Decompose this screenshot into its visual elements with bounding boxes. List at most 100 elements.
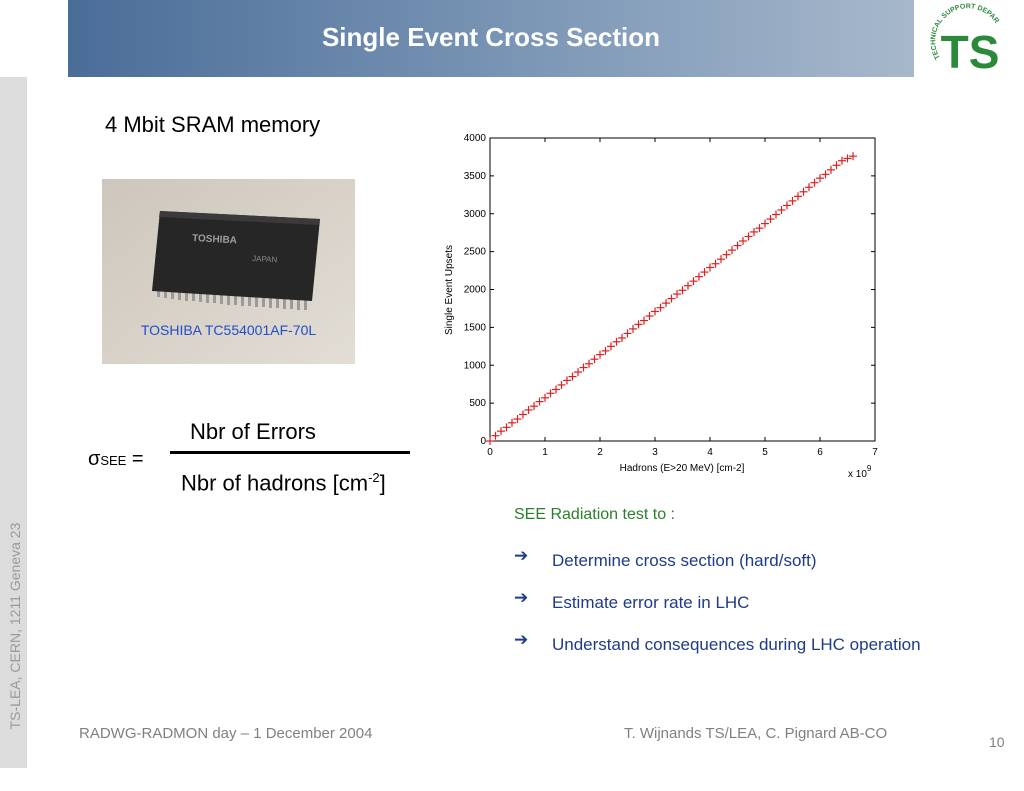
data-point: [711, 259, 720, 268]
data-point: [761, 219, 769, 228]
data-point: [783, 201, 791, 210]
data-point: [733, 241, 742, 250]
data-point: [513, 415, 522, 424]
x-multiplier-exponent: 9: [867, 464, 872, 473]
y-tick-label: 3500: [464, 171, 487, 182]
data-point: [651, 307, 659, 316]
data-point: [524, 405, 533, 414]
x-tick-label: 2: [597, 447, 603, 458]
data-point: [574, 368, 582, 377]
data-point: [684, 281, 692, 290]
x-tick-label: 3: [652, 447, 658, 458]
memory-heading: 4 Mbit SRAM memory: [105, 112, 321, 137]
data-point: [530, 402, 538, 411]
data-point: [634, 320, 643, 329]
y-tick-label: 3000: [464, 209, 487, 220]
data-point: [590, 355, 599, 364]
footer-authors: T. Wijnands TS/LEA, C. Pignard AB-CO: [624, 725, 888, 742]
data-point: [557, 380, 566, 389]
data-point: [508, 418, 516, 427]
data-point: [689, 277, 698, 286]
data-point: [640, 316, 648, 325]
x-tick-label: 0: [487, 447, 493, 458]
data-point: [497, 427, 505, 436]
x-tick-label: 6: [817, 447, 823, 458]
y-tick-label: 1000: [464, 360, 487, 371]
data-point: [656, 303, 665, 312]
see-test-heading: SEE Radiation test to :: [514, 506, 675, 523]
data-point: [816, 174, 824, 183]
sidebar-strip: [0, 77, 27, 768]
data-point: [618, 333, 626, 342]
data-point: [805, 183, 813, 192]
x-axis-label: Hadrons (E>20 MeV) [cm-2]: [620, 463, 745, 474]
bullet-text: Determine cross section (hard/soft): [552, 551, 817, 570]
data-point: [799, 187, 808, 196]
bullet-text: Understand consequences during LHC opera…: [552, 635, 921, 654]
denominator-main: Nbr of hadrons [cm: [181, 470, 369, 496]
sram-chip-photo: TOSHIBA JAPAN TOSHIBA TC554001AF-70L: [102, 179, 355, 364]
data-point: [623, 329, 632, 338]
data-point: [750, 227, 758, 236]
data-point: [541, 393, 549, 402]
arrow-icon: ➔: [514, 630, 529, 649]
formula-lhs: σSEE =: [88, 448, 144, 471]
data-point: [585, 359, 593, 368]
y-tick-label: 1500: [464, 322, 487, 333]
data-point: [502, 423, 511, 432]
data-point: [728, 246, 736, 255]
sigma-symbol: σ: [88, 448, 101, 470]
title-banner: Single Event Cross Section: [68, 0, 914, 77]
data-point: [629, 324, 637, 333]
equals-sign: =: [131, 448, 144, 470]
bullet-text: Estimate error rate in LHC: [552, 593, 750, 612]
data-point: [579, 363, 588, 372]
data-point: [838, 156, 846, 165]
data-point: [821, 170, 830, 179]
y-tick-label: 0: [480, 436, 486, 447]
data-point: [843, 154, 852, 163]
see-scatter-chart: 0 500 1000 1500 2000 2500 3000 3500 4000 0 1 2 3 4 5 6…: [444, 133, 878, 480]
data-point: [607, 342, 615, 351]
ts-department-logo: TECHNICAL SUPPORT DEPARTMENT TS: [927, 0, 1006, 78]
x-tick-label: 1: [542, 447, 548, 458]
data-point: [772, 210, 780, 219]
data-point: [662, 299, 670, 308]
data-point: [755, 224, 764, 233]
y-axis-label: Single Event Upsets: [444, 245, 455, 335]
data-point: [552, 385, 560, 394]
data-point: [673, 290, 681, 299]
data-point: [535, 397, 544, 406]
data-point: [612, 337, 621, 346]
y-tick-label: 2000: [464, 285, 487, 296]
data-point: [794, 192, 802, 201]
data-point: [810, 178, 819, 187]
sigma-subscript: SEE: [100, 453, 127, 468]
data-point: [563, 376, 571, 385]
arrow-icon: ➔: [514, 588, 529, 607]
chip-image: TOSHIBA JAPAN: [102, 179, 355, 364]
data-point: [706, 263, 714, 272]
fraction-line: [170, 451, 410, 454]
data-point: [700, 268, 709, 277]
data-point: [739, 237, 747, 246]
data-point: [491, 431, 500, 440]
data-point: [766, 215, 775, 224]
page-number: 10: [989, 734, 1005, 750]
data-point: [486, 437, 494, 445]
data-point: [519, 410, 527, 419]
data-point: [788, 196, 797, 205]
data-point: [667, 294, 676, 303]
footer-event: RADWG-RADMON day – 1 December 2004: [79, 725, 373, 742]
denominator-exponent: -2: [368, 470, 380, 485]
y-tick-label: 4000: [464, 133, 487, 144]
y-tick-label: 2500: [464, 247, 487, 258]
chip-origin-text: JAPAN: [252, 254, 278, 264]
formula-denominator: Nbr of hadrons [cm-2]: [181, 470, 386, 496]
x-tick-label: 4: [707, 447, 713, 458]
x-tick-label: 5: [762, 447, 768, 458]
data-point: [849, 152, 857, 161]
data-point: [678, 286, 687, 295]
x-multiplier-base: x 10: [848, 469, 867, 480]
y-tick-label: 500: [469, 398, 486, 409]
